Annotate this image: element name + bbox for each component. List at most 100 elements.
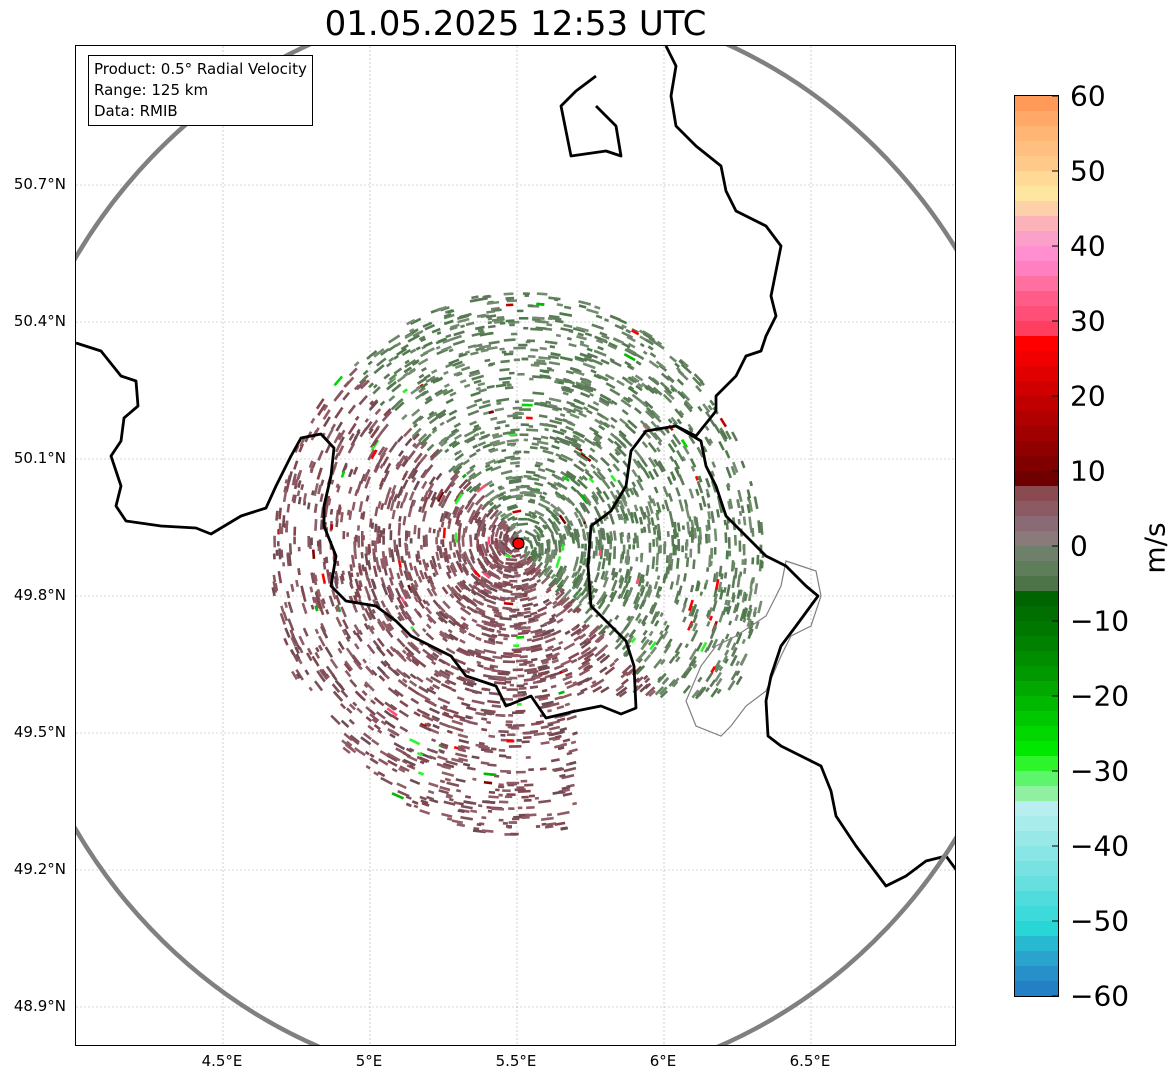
colorbar-segment [1015, 801, 1058, 817]
colorbar-tick-label: −40 [1070, 829, 1130, 863]
colorbar-segment [1015, 156, 1058, 172]
colorbar-segment [1015, 516, 1058, 532]
colorbar-segment [1015, 186, 1058, 202]
colorbar-segment [1015, 246, 1058, 262]
colorbar-segment [1015, 591, 1058, 607]
lon-tick-label: 6°E [649, 1052, 677, 1070]
colorbar-segment [1015, 636, 1058, 652]
velocity-echoes [271, 292, 765, 836]
colorbar-segment [1015, 261, 1058, 277]
colorbar-tick-label: −50 [1070, 904, 1130, 938]
lon-tick-label: 5°E [355, 1052, 383, 1070]
colorbar-segment [1015, 651, 1058, 667]
velocity-colorbar [1014, 95, 1059, 997]
colorbar-tick-label: 40 [1070, 229, 1106, 263]
lat-tick-label: 50.1°N [13, 449, 66, 467]
colorbar-segment [1015, 546, 1058, 562]
lat-tick-label: 48.9°N [13, 997, 66, 1015]
colorbar-segment [1015, 486, 1058, 502]
minor-border [685, 560, 822, 737]
colorbar-segment [1015, 441, 1058, 457]
colorbar-segment [1015, 306, 1058, 322]
radar-map-canvas [76, 46, 955, 1045]
colorbar-segment [1015, 426, 1058, 442]
colorbar-segment [1015, 126, 1058, 142]
product-info-box: Product: 0.5° Radial Velocity Range: 125… [88, 55, 313, 126]
colorbar-unit-label: m/s [1138, 522, 1171, 574]
colorbar-segment [1015, 966, 1058, 982]
range-label: Range: 125 km [94, 81, 209, 99]
product-label: Product: 0.5° Radial Velocity [94, 60, 307, 78]
lat-tick-label: 50.4°N [13, 312, 66, 330]
colorbar-segment [1015, 951, 1058, 967]
colorbar-segment [1015, 411, 1058, 427]
colorbar-segment [1015, 321, 1058, 337]
colorbar-segment [1015, 351, 1058, 367]
colorbar-segment [1015, 741, 1058, 757]
data-source-label: Data: RMIB [94, 102, 178, 120]
colorbar-segment [1015, 171, 1058, 187]
colorbar-segment [1015, 906, 1058, 922]
colorbar-segment [1015, 606, 1058, 622]
colorbar-segment [1015, 576, 1058, 592]
map-title: 01.05.2025 12:53 UTC [324, 4, 707, 44]
radar-site-marker [512, 537, 525, 550]
country-border-1 [76, 46, 783, 720]
colorbar-segment [1015, 96, 1058, 112]
radar-map[interactable] [75, 45, 956, 1046]
colorbar-segment [1015, 831, 1058, 847]
lon-tick-label: 4.5°E [201, 1052, 243, 1070]
colorbar-segment [1015, 711, 1058, 727]
colorbar-segment [1015, 876, 1058, 892]
colorbar-gradient [1015, 96, 1058, 996]
lon-tick-label: 5.5°E [495, 1052, 537, 1070]
colorbar-tick-label: −20 [1070, 679, 1130, 713]
colorbar-segment [1015, 846, 1058, 862]
colorbar-segment [1015, 891, 1058, 907]
colorbar-tick-label: −10 [1070, 604, 1130, 638]
colorbar-segment [1015, 786, 1058, 802]
colorbar-tick-label: 0 [1070, 529, 1088, 563]
colorbar-segment [1015, 771, 1058, 787]
colorbar-segment [1015, 621, 1058, 637]
colorbar-segment [1015, 276, 1058, 292]
colorbar-tick-label: 10 [1070, 454, 1106, 488]
lat-tick-label: 49.5°N [13, 723, 66, 741]
colorbar-segment [1015, 501, 1058, 517]
colorbar-tick-label: −30 [1070, 754, 1130, 788]
colorbar-segment [1015, 696, 1058, 712]
colorbar-segment [1015, 921, 1058, 937]
lat-tick-label: 50.7°N [13, 175, 66, 193]
country-border-2 [675, 424, 955, 888]
colorbar-segment [1015, 201, 1058, 217]
colorbar-segment [1015, 981, 1058, 996]
colorbar-segment [1015, 666, 1058, 682]
lat-tick-label: 49.2°N [13, 860, 66, 878]
colorbar-segment [1015, 861, 1058, 877]
country-border-3 [559, 74, 623, 158]
colorbar-segment [1015, 561, 1058, 577]
colorbar-segment [1015, 396, 1058, 412]
colorbar-segment [1015, 291, 1058, 307]
colorbar-tick-label: 30 [1070, 304, 1106, 338]
colorbar-segment [1015, 816, 1058, 832]
lat-tick-label: 49.8°N [13, 586, 66, 604]
colorbar-tick-label: 50 [1070, 154, 1106, 188]
colorbar-segment [1015, 531, 1058, 547]
colorbar-segment [1015, 216, 1058, 232]
colorbar-tick-label: −60 [1070, 979, 1130, 1013]
colorbar-segment [1015, 141, 1058, 157]
colorbar-segment [1015, 366, 1058, 382]
colorbar-segment [1015, 726, 1058, 742]
colorbar-segment [1015, 111, 1058, 127]
colorbar-tick-label: 20 [1070, 379, 1106, 413]
colorbar-segment [1015, 681, 1058, 697]
lon-tick-label: 6.5°E [789, 1052, 831, 1070]
colorbar-segment [1015, 456, 1058, 472]
colorbar-segment [1015, 471, 1058, 487]
colorbar-segment [1015, 756, 1058, 772]
colorbar-tick-label: 60 [1070, 79, 1106, 113]
colorbar-segment [1015, 231, 1058, 247]
colorbar-segment [1015, 381, 1058, 397]
colorbar-segment [1015, 936, 1058, 952]
